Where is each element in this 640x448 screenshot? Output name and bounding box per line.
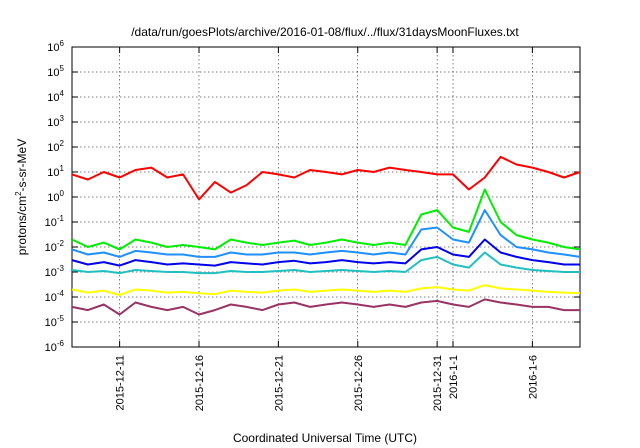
series-line	[71, 155, 581, 201]
y-tick-label: 10-1	[45, 214, 65, 229]
y-axis-ticks: 10-6 10-5 10-4 10-3 10-2 10-1 100 101 102 103 104 1…	[45, 39, 580, 354]
y-tick-label: 10-2	[45, 239, 65, 254]
y-axis-label-rest: -s-sr-MeV	[15, 139, 29, 192]
y-tick-label: 10-5	[45, 314, 65, 329]
y-tick-label: 102	[47, 139, 64, 154]
x-tick-label: 2015-12-21	[273, 355, 285, 411]
y-tick-label: 106	[47, 39, 64, 54]
series-line	[71, 251, 580, 275]
y-tick-label: 10-6	[45, 339, 65, 354]
y-tick-label: 104	[47, 89, 64, 104]
y-axis-label: protons/cm2-s-sr-MeV	[14, 139, 29, 255]
y-tick-label: 10-4	[45, 289, 65, 304]
y-tick-label: 100	[47, 189, 64, 204]
series-lines	[71, 155, 581, 316]
series-line	[71, 188, 581, 251]
x-tick-label: 2015-12-26	[353, 355, 365, 411]
x-tick-label: 2016-1-1	[448, 355, 460, 399]
x-tick-label: 2015-12-11	[115, 355, 127, 410]
y-tick-label: 10-3	[45, 264, 65, 279]
x-axis-label: Coordinated Universal Time (UTC)	[233, 431, 417, 445]
x-tick-label: 2015-12-31	[432, 355, 444, 411]
y-tick-label: 101	[47, 164, 64, 179]
x-axis-ticks: 2015-12-11 2015-12-16 2015-12-21 2015-12-26…	[115, 47, 539, 411]
chart-title: /data/run/goesPlots/archive/2016-01-08/f…	[131, 25, 519, 39]
y-tick-label: 105	[47, 64, 64, 79]
y-tick-label: 103	[47, 114, 64, 129]
series-line	[71, 284, 581, 296]
series-line	[71, 238, 580, 267]
series-line	[71, 298, 580, 316]
y-axis-label-base: protons/cm	[15, 196, 29, 255]
x-tick-label: 2015-12-16	[194, 355, 206, 411]
y-axis-label-sup: 2	[14, 191, 23, 196]
series-line	[71, 209, 581, 258]
x-tick-label: 2016-1-6	[527, 355, 539, 399]
